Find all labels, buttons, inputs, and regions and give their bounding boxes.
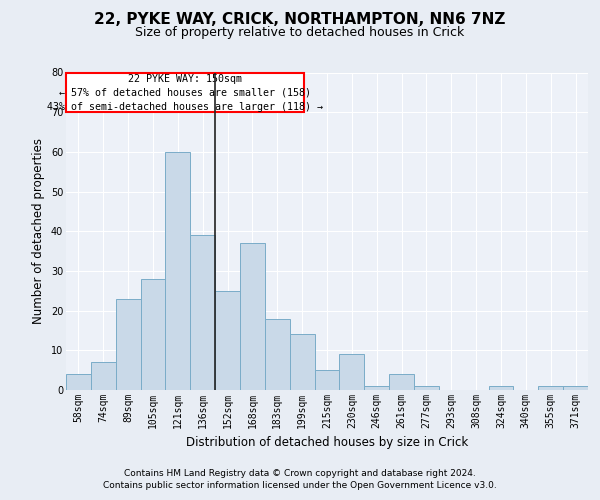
Text: Contains public sector information licensed under the Open Government Licence v3: Contains public sector information licen… xyxy=(103,481,497,490)
Bar xyxy=(538,386,563,390)
Y-axis label: Number of detached properties: Number of detached properties xyxy=(32,138,45,324)
Text: 22 PYKE WAY: 150sqm
← 57% of detached houses are smaller (158)
43% of semi-detac: 22 PYKE WAY: 150sqm ← 57% of detached ho… xyxy=(47,74,323,112)
Bar xyxy=(364,386,389,390)
Text: 22, PYKE WAY, CRICK, NORTHAMPTON, NN6 7NZ: 22, PYKE WAY, CRICK, NORTHAMPTON, NN6 7N… xyxy=(94,12,506,28)
Bar xyxy=(215,291,240,390)
Bar xyxy=(414,386,439,390)
Bar xyxy=(166,152,190,390)
X-axis label: Distribution of detached houses by size in Crick: Distribution of detached houses by size … xyxy=(186,436,468,450)
Bar xyxy=(340,354,364,390)
Bar xyxy=(190,235,215,390)
Bar xyxy=(290,334,314,390)
Bar xyxy=(389,374,414,390)
FancyBboxPatch shape xyxy=(66,74,304,112)
Text: Size of property relative to detached houses in Crick: Size of property relative to detached ho… xyxy=(136,26,464,39)
Text: Contains HM Land Registry data © Crown copyright and database right 2024.: Contains HM Land Registry data © Crown c… xyxy=(124,468,476,477)
Bar xyxy=(140,279,166,390)
Bar xyxy=(563,386,588,390)
Bar xyxy=(314,370,340,390)
Bar xyxy=(116,298,140,390)
Bar xyxy=(488,386,514,390)
Bar xyxy=(265,318,290,390)
Bar xyxy=(91,362,116,390)
Bar xyxy=(66,374,91,390)
Bar xyxy=(240,243,265,390)
